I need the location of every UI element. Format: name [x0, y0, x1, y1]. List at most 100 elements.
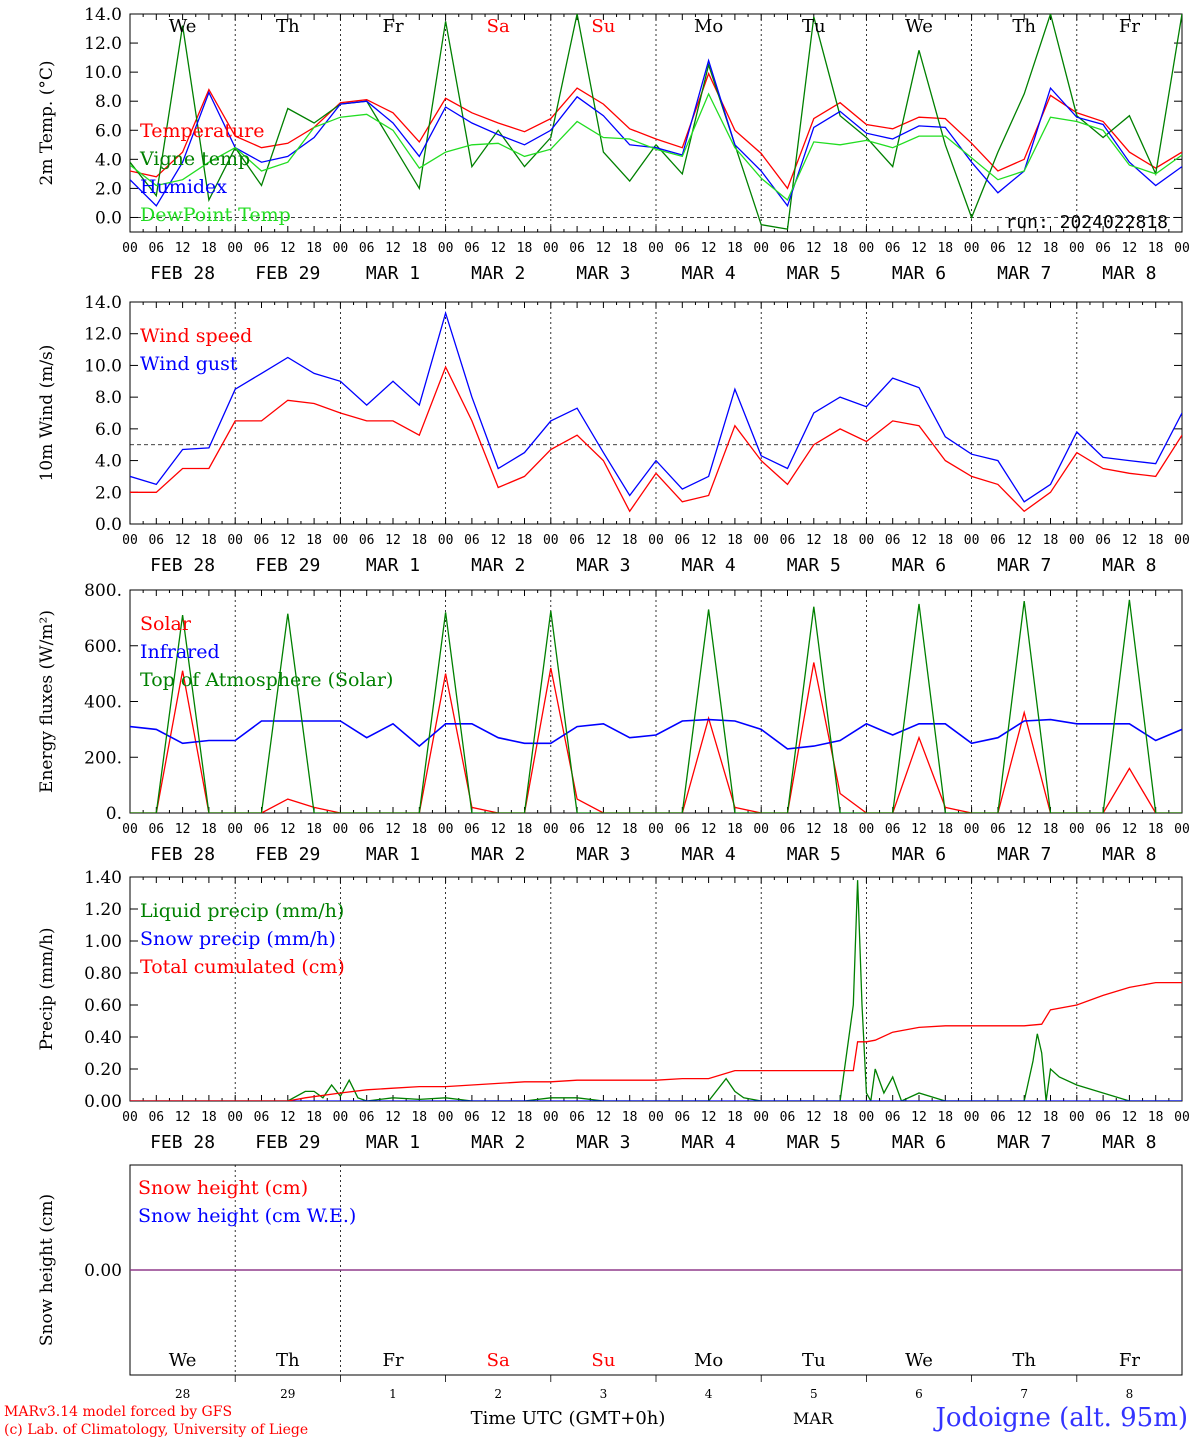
- hour-tick-label: 12: [280, 533, 296, 548]
- hour-tick-label: 06: [885, 822, 901, 837]
- series-line: [130, 599, 1182, 813]
- hour-tick-label: 06: [148, 241, 164, 256]
- hour-tick-label: 06: [1095, 1110, 1111, 1125]
- hour-tick-label: 06: [359, 822, 375, 837]
- hour-tick-label: 12: [911, 1110, 927, 1125]
- date-label: MAR 3: [576, 844, 630, 865]
- y-axis-label: Energy fluxes (W/m²): [37, 610, 57, 793]
- hour-tick-label: 00: [1069, 822, 1085, 837]
- hour-tick-label: 06: [990, 1110, 1006, 1125]
- hour-tick-label: 12: [596, 241, 612, 256]
- date-label: MAR 8: [1102, 263, 1156, 284]
- hour-tick-label: 00: [648, 241, 664, 256]
- hour-tick-label: 12: [280, 822, 296, 837]
- hour-tick-label: 18: [937, 822, 953, 837]
- hour-tick-label: 00: [964, 822, 980, 837]
- hour-tick-label: 18: [1043, 822, 1059, 837]
- hour-tick-label: 06: [359, 241, 375, 256]
- hour-tick-label: 18: [411, 822, 427, 837]
- hour-tick-label: 00: [122, 822, 138, 837]
- hour-tick-label: 18: [937, 533, 953, 548]
- day-number: 5: [810, 1387, 818, 1401]
- y-tick-label: 200.: [84, 748, 122, 768]
- hour-tick-label: 06: [569, 822, 585, 837]
- legend-entry: Temperature: [140, 120, 264, 142]
- hour-tick-label: 00: [1174, 241, 1190, 256]
- y-axis-label: Snow height (cm): [37, 1194, 57, 1346]
- hour-tick-label: 12: [911, 241, 927, 256]
- footer-lab: (c) Lab. of Climatology, University of L…: [4, 1422, 308, 1438]
- hour-tick-label: 00: [859, 1110, 875, 1125]
- y-tick-label: 1.40: [84, 868, 122, 888]
- hour-tick-label: 12: [596, 533, 612, 548]
- hour-tick-label: 12: [1016, 1110, 1032, 1125]
- hour-tick-label: 00: [333, 822, 349, 837]
- hour-tick-label: 12: [596, 1110, 612, 1125]
- hour-tick-label: 12: [701, 533, 717, 548]
- hour-tick-label: 12: [1122, 822, 1138, 837]
- hour-tick-label: 00: [1069, 1110, 1085, 1125]
- hour-tick-label: 18: [306, 241, 322, 256]
- hour-tick-label: 18: [622, 822, 638, 837]
- hour-tick-label: 18: [517, 822, 533, 837]
- series-line: [130, 71, 1182, 190]
- hour-tick-label: 00: [753, 1110, 769, 1125]
- hour-tick-label: 18: [306, 533, 322, 548]
- y-tick-label: 0.00: [84, 1092, 122, 1112]
- date-label: MAR 2: [471, 263, 525, 284]
- panel-5: 0.00 Snow height (cm) Snow height (cm) Snow…: [37, 1164, 1183, 1401]
- series-line: [130, 310, 1182, 503]
- hour-tick-label: 12: [175, 533, 191, 548]
- y-tick-label: 14.0: [84, 5, 122, 25]
- hour-tick-label: 12: [1016, 822, 1032, 837]
- weekday-label: Sa: [487, 16, 510, 37]
- y-tick-label: 0.: [106, 804, 122, 824]
- weekday-label: Fr: [382, 16, 403, 37]
- y-tick-label: 800.: [84, 581, 122, 601]
- hour-tick-label: 06: [885, 1110, 901, 1125]
- y-tick-label: 8.0: [95, 92, 122, 112]
- hour-tick-label: 00: [1069, 533, 1085, 548]
- legend-entry: Solar: [140, 613, 192, 635]
- hour-tick-label: 00: [122, 241, 138, 256]
- date-label: MAR 6: [892, 844, 946, 865]
- hour-tick-label: 18: [832, 822, 848, 837]
- weekday-label: Th: [276, 16, 300, 37]
- hour-tick-label: 18: [201, 1110, 217, 1125]
- hour-tick-label: 18: [727, 1110, 743, 1125]
- date-label: MAR 4: [682, 844, 736, 865]
- hour-tick-label: 12: [701, 241, 717, 256]
- legend-entry: Wind speed: [140, 325, 252, 347]
- date-label: MAR 2: [471, 844, 525, 865]
- hour-tick-label: 00: [648, 1110, 664, 1125]
- hour-tick-label: 00: [227, 822, 243, 837]
- date-label: FEB 29: [255, 555, 320, 576]
- date-label: FEB 28: [150, 844, 215, 865]
- panel-2: 0.0 2.0 4.0 6.0 8.0 10.0 12.0 14.0 10m Wind (m/s…: [37, 293, 1190, 576]
- series-line: [130, 880, 1182, 1101]
- hour-tick-label: 06: [254, 241, 270, 256]
- hour-tick-label: 06: [359, 533, 375, 548]
- legend-entry: Infrared: [140, 641, 220, 663]
- weekday-label: Sa: [487, 1350, 510, 1371]
- weekday-label: Tu: [802, 1350, 826, 1371]
- hour-tick-label: 18: [832, 241, 848, 256]
- y-tick-label: 4.0: [95, 150, 122, 170]
- series-line: [130, 662, 1182, 813]
- hour-tick-label: 12: [490, 533, 506, 548]
- hour-tick-label: 00: [543, 241, 559, 256]
- y-tick-label: 2.0: [95, 483, 122, 503]
- date-label: MAR 5: [787, 1132, 841, 1153]
- date-label: MAR 6: [892, 555, 946, 576]
- hour-tick-label: 06: [359, 1110, 375, 1125]
- day-number: 6: [915, 1387, 923, 1401]
- date-label: FEB 28: [150, 1132, 215, 1153]
- date-label: MAR 1: [366, 844, 420, 865]
- hour-tick-label: 06: [569, 533, 585, 548]
- hour-tick-label: 12: [911, 533, 927, 548]
- hour-tick-label: 00: [543, 822, 559, 837]
- hour-tick-label: 12: [385, 1110, 401, 1125]
- date-label: MAR 7: [997, 555, 1051, 576]
- legend-entry: Wind gust: [140, 353, 238, 375]
